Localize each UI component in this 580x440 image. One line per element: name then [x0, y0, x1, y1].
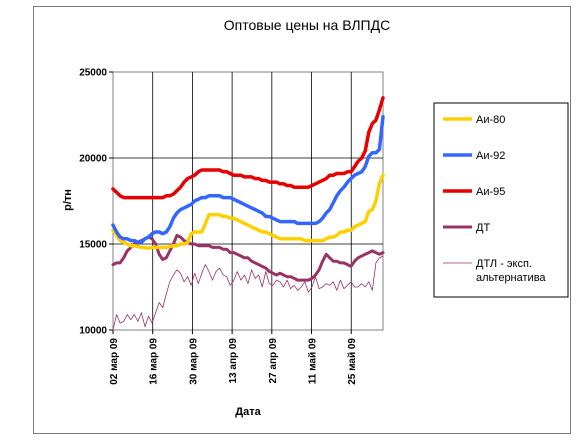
legend-label: ДТ — [476, 222, 490, 234]
legend-label: Аи-92 — [476, 150, 505, 162]
y-axis-title: р/тн — [62, 189, 74, 211]
series-line-2 — [111, 96, 385, 200]
x-axis-title: Дата — [235, 406, 261, 418]
series-line-4 — [112, 255, 384, 331]
y-tick-label: 10000 — [79, 326, 107, 337]
x-tick-label: 30 мар 09 — [188, 338, 199, 385]
x-tick-label: 02 мар 09 — [109, 338, 120, 385]
x-tick-labels: 02 мар 09 16 мар 09 30 мар 09 13 апр 09 27 а… — [109, 338, 358, 385]
series-line-0 — [111, 173, 385, 251]
series-line-3 — [111, 233, 385, 282]
x-tick-label: 13 апр 09 — [228, 338, 239, 384]
y-tick-label: 20000 — [79, 154, 107, 165]
y-tick-labels: 10000 15000 20000 25000 — [79, 68, 107, 337]
chart-title: Оптовые цены на ВЛПДС — [224, 17, 390, 33]
series-line-1 — [111, 114, 385, 245]
plot-area — [112, 71, 384, 331]
legend-box — [433, 102, 569, 298]
x-tick-label: 16 мар 09 — [149, 338, 160, 385]
legend-label: ДТЛ - эксп. альтернатива — [476, 258, 546, 284]
legend-label: Аи-95 — [476, 186, 505, 198]
y-tick-label: 15000 — [79, 240, 107, 251]
legend: Аи-80 Аи-92 Аи-95 ДТ ДТЛ - эксп. альтернатива — [443, 114, 546, 284]
legend-label: Аи-80 — [476, 114, 505, 126]
x-tick-label: 27 апр 09 — [268, 338, 279, 384]
x-tick-label: 11 май 09 — [308, 338, 319, 385]
y-tick-label: 25000 — [79, 68, 107, 79]
x-tick-label: 25 май 09 — [347, 338, 358, 385]
series-lines — [111, 96, 385, 331]
